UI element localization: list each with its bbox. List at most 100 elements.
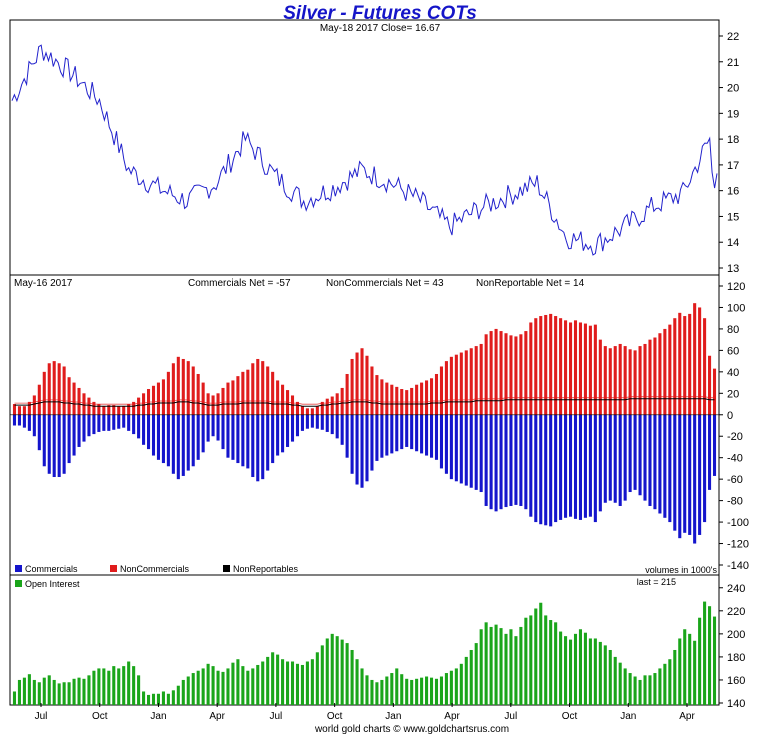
commercials-bar <box>618 414 622 506</box>
open-interest-bar <box>87 675 91 705</box>
price-series-line <box>11 44 718 256</box>
open-interest-bar <box>593 638 597 705</box>
open-interest-bar <box>161 691 165 705</box>
y-tick-label: -140 <box>727 560 749 572</box>
commercials-bar <box>345 414 349 458</box>
x-tick-label: Oct <box>562 711 578 722</box>
open-interest-bar <box>82 678 86 705</box>
open-interest-bar <box>216 670 220 705</box>
noncommercials-bar <box>549 313 553 415</box>
open-interest-bar <box>524 617 528 705</box>
noncommercials-bar <box>375 375 379 415</box>
open-interest-bar <box>211 666 215 705</box>
commercials-bar <box>171 414 175 474</box>
commercials-bar <box>151 414 156 456</box>
open-interest-bar <box>335 636 339 705</box>
open-interest-bar <box>137 675 141 705</box>
open-interest-bar <box>569 639 573 705</box>
commercials-bar <box>578 414 583 520</box>
open-interest-bar <box>117 668 121 705</box>
noncommercials-bar <box>598 339 602 415</box>
open-interest-bar <box>42 677 46 705</box>
x-tick-label: Apr <box>209 711 225 722</box>
open-interest-bar <box>608 649 612 705</box>
noncommercials-bar <box>678 312 682 415</box>
commercials-bar <box>117 414 121 429</box>
open-interest-bar <box>236 659 240 705</box>
open-interest-bar <box>206 663 210 705</box>
open-interest-bar <box>355 659 359 705</box>
open-interest-bar <box>27 674 31 705</box>
y-tick-label: 40 <box>727 367 739 379</box>
commercials-bar <box>310 414 314 428</box>
open-interest-bar <box>439 676 443 705</box>
open-interest-bar <box>102 668 106 705</box>
commercials-bar <box>499 414 503 510</box>
commercials-bar <box>663 414 667 518</box>
open-interest-bar <box>395 668 399 705</box>
noncommercials-bar <box>300 406 304 415</box>
noncommercials-bar <box>345 373 349 415</box>
noncommercials-bar <box>519 334 523 415</box>
noncommercials-bar <box>47 363 51 415</box>
noncommercials-bar <box>588 325 592 415</box>
noncommercials-bar <box>494 328 498 415</box>
commercials-bar <box>72 414 76 456</box>
open-interest-bar <box>47 675 51 705</box>
open-interest-bar <box>613 656 617 705</box>
noncommercials-bar <box>137 397 141 415</box>
noncommercials-bar <box>315 406 319 415</box>
legend-commercials-swatch <box>15 565 22 572</box>
noncommercials-bar <box>236 376 240 415</box>
open-interest-bar <box>310 659 314 705</box>
commercials-bar <box>544 414 548 526</box>
y-tick-label: -80 <box>727 496 743 508</box>
y-tick-label: 240 <box>727 583 745 595</box>
noncommercials-bar <box>102 406 106 415</box>
commercials-bar <box>405 414 409 447</box>
open-interest-bar <box>330 633 334 705</box>
open-interest-bar <box>703 601 707 705</box>
open-interest-bar <box>231 662 235 705</box>
commercials-bar <box>92 414 96 435</box>
y-tick-label: 20 <box>727 388 739 400</box>
commercials-bar <box>504 414 508 508</box>
noncommercials-bar <box>295 401 300 415</box>
noncommercials-bar <box>643 343 647 415</box>
open-interest-bar <box>554 622 558 705</box>
commercials-bar <box>623 414 627 501</box>
open-interest-bar <box>191 673 195 705</box>
open-interest-bar <box>494 624 498 705</box>
commercials-bar <box>474 414 478 490</box>
open-interest-bar <box>673 649 677 705</box>
open-interest-bar <box>286 661 290 705</box>
open-interest-bar <box>181 679 185 705</box>
noncommercials-bar <box>534 318 538 415</box>
open-interest-bar <box>509 629 513 705</box>
commercials-bar <box>529 414 533 517</box>
commercials-bar <box>295 414 300 437</box>
open-interest-bar <box>151 693 156 705</box>
y-tick-label: 180 <box>727 652 745 664</box>
noncommercials-bar <box>201 382 205 415</box>
commercials-bar <box>569 414 573 517</box>
commercials-bar <box>325 414 329 432</box>
open-interest-bar <box>256 664 260 705</box>
noncommercials-bar <box>504 333 508 415</box>
y-tick-label: 21 <box>727 57 739 69</box>
open-interest-bar <box>271 652 275 705</box>
nonreportables-line <box>14 398 715 407</box>
noncommercials-bar <box>410 387 414 415</box>
noncommercials-bar <box>142 393 146 415</box>
y-tick-label: 17 <box>727 160 739 172</box>
noncommercials-bar <box>673 318 677 415</box>
noncommercials-bar <box>221 387 225 415</box>
commercials-bar <box>444 414 448 474</box>
noncommercials-bar <box>325 398 329 415</box>
open-interest-bar <box>653 673 657 705</box>
legend-noncommercials-swatch <box>110 565 117 572</box>
commercials-bar <box>146 414 151 450</box>
commercials-bar <box>688 414 692 535</box>
noncommercials-bar <box>181 358 185 415</box>
noncommercials-bar <box>583 323 587 415</box>
